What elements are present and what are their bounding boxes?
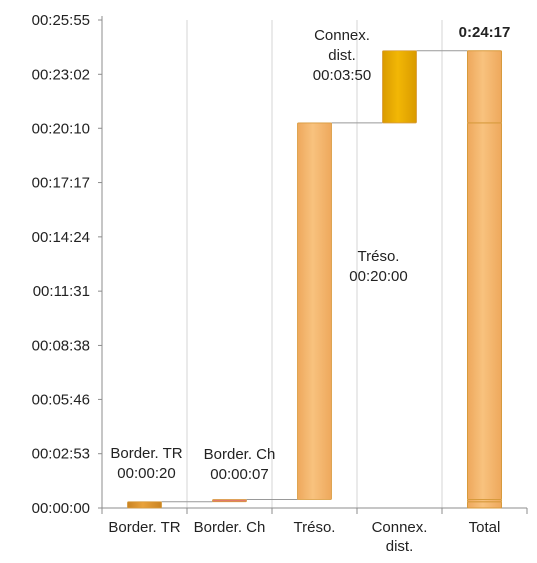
bar-3 bbox=[297, 122, 332, 500]
bars bbox=[127, 50, 502, 509]
y-tick-labels: 00:00:00 00:02:53 00:05:46 00:08:38 00:11:31… bbox=[32, 12, 90, 517]
data-label-treso: Tréso. 00:20:00 bbox=[349, 248, 407, 285]
x-tick-label: Tréso. bbox=[294, 519, 336, 536]
x-tick-label: Total bbox=[469, 519, 501, 536]
y-tick-label: 00:11:31 bbox=[33, 283, 90, 300]
y-tick-label: 00:08:38 bbox=[32, 337, 90, 354]
y-tick-label: 00:23:02 bbox=[32, 66, 90, 83]
bar-1 bbox=[127, 501, 162, 509]
bar-4 bbox=[382, 50, 417, 124]
x-tick-label: Border. TR bbox=[108, 519, 180, 536]
connector-lines bbox=[161, 50, 468, 503]
data-labels: Border. TR 00:00:20 Border. Ch 00:00:07 Trés… bbox=[110, 24, 510, 483]
x-tick-label: Border. Ch bbox=[194, 519, 266, 536]
data-label-border-ch: Border. Ch 00:00:07 bbox=[204, 446, 276, 483]
y-tick-label: 00:20:10 bbox=[32, 120, 90, 137]
x-tick-labels: Border. TR Border. Ch Tréso. Connex. dist. To… bbox=[108, 519, 500, 555]
y-tick-label: 00:02:53 bbox=[32, 446, 90, 463]
bar-2 bbox=[212, 499, 247, 503]
total-segment-3 bbox=[467, 122, 502, 501]
y-tick-label: 00:00:00 bbox=[32, 500, 90, 517]
total-segment-1 bbox=[467, 501, 502, 509]
vertical-gridlines bbox=[186, 20, 443, 508]
y-tick-label: 00:14:24 bbox=[32, 229, 90, 246]
total-segment-4 bbox=[467, 50, 502, 124]
y-tick-label: 00:25:55 bbox=[32, 12, 90, 29]
y-tick-label: 00:17:17 bbox=[32, 175, 90, 192]
data-label-connex: Connex. dist. 00:03:50 bbox=[313, 27, 371, 84]
axes bbox=[98, 16, 528, 514]
data-label-total: 0:24:17 bbox=[459, 24, 511, 41]
data-label-border-tr: Border. TR 00:00:20 bbox=[110, 445, 182, 482]
x-tick-label: Connex. dist. bbox=[372, 519, 428, 555]
y-tick-label: 00:05:46 bbox=[32, 391, 90, 408]
